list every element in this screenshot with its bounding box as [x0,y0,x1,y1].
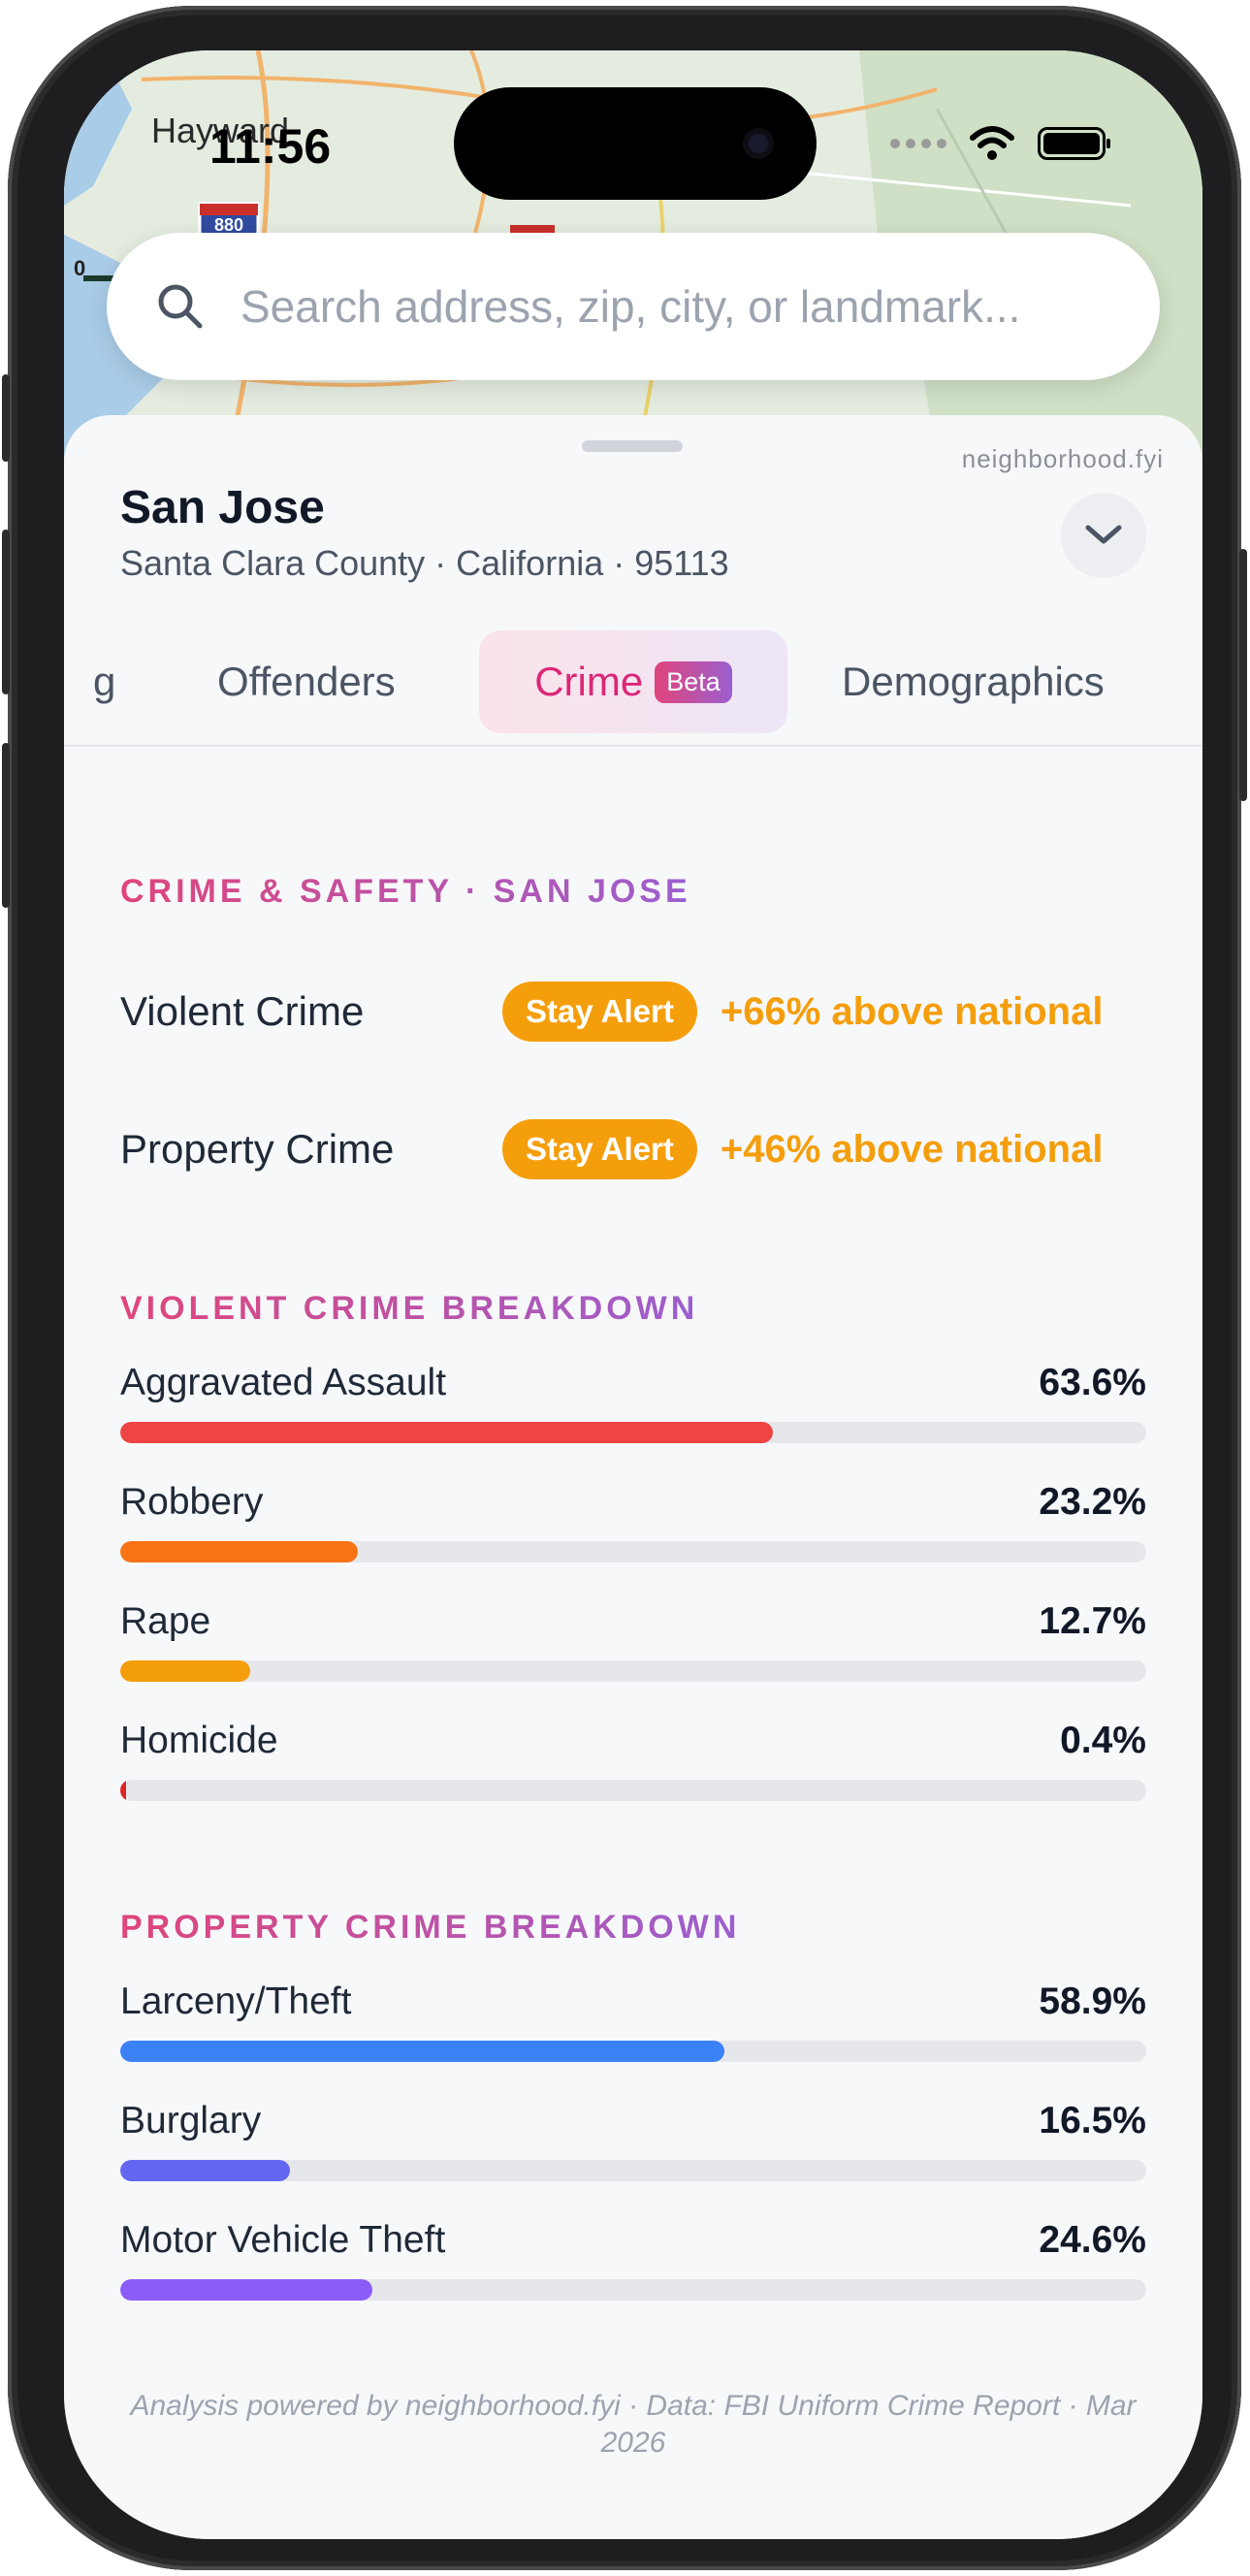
section-title-property-breakdown: PROPERTY CRIME BREAKDOWN [120,1909,741,1946]
location-subtitle: Santa Clara County · California · 95113 [120,543,729,583]
summary-row-violent: Violent Crime Stay Alert +66% above nati… [120,978,1146,1046]
breakdown-label: Robbery [120,1481,264,1523]
breakdown-row: Robbery 23.2% [120,1481,1146,1578]
progress-track [120,1541,1146,1562]
dynamic-island [454,87,817,200]
summary-row-property: Property Crime Stay Alert +46% above nat… [120,1115,1146,1183]
status-time: 11:56 [209,119,332,174]
summary-label: Violent Crime [120,988,365,1034]
tab-demographics[interactable]: Demographics [842,659,1105,704]
progress-track [120,1780,1146,1801]
breakdown-value: 12.7% [1039,1600,1146,1642]
chevron-down-icon [1085,525,1122,544]
city-title: San Jose [120,482,325,533]
phone-frame: Hayward 0 880 11:56 [2,6,1247,2570]
tab-partial[interactable]: g [93,659,116,704]
progress-track [120,1660,1146,1682]
progress-track [120,2160,1146,2181]
camera-icon [743,128,774,159]
highway-number: 880 [213,215,244,235]
breakdown-label: Larceny/Theft [120,1980,352,2022]
breakdown-value: 63.6% [1039,1362,1146,1403]
mute-switch [2,374,10,462]
progress-fill [120,1541,359,1562]
progress-track [120,1422,1146,1443]
beta-badge: Beta [655,660,732,703]
details-sheet: neighborhood.fyi San Jose Santa Clara Co… [64,415,1202,2539]
tab-offenders[interactable]: Offenders [217,659,396,704]
section-title-violent-breakdown: VIOLENT CRIME BREAKDOWN [120,1290,699,1327]
breakdown-value: 23.2% [1039,1481,1146,1523]
search-bar[interactable] [107,233,1160,380]
breakdown-row: Burglary 16.5% [120,2100,1146,2197]
breakdown-row: Homicide 0.4% [120,1720,1146,1817]
progress-fill [120,2279,373,2301]
search-icon [158,284,203,329]
tab-crime-label: Crime [534,659,644,704]
progress-fill [120,1660,251,1682]
progress-track [120,2279,1146,2301]
progress-fill [120,2160,290,2181]
tab-crime[interactable]: Crime Beta [479,630,787,733]
search-input[interactable] [240,280,1094,333]
progress-track [120,2041,1146,2062]
volume-down-button [2,743,10,908]
status-badge: Stay Alert [502,982,697,1042]
breakdown-label: Homicide [120,1720,278,1761]
progress-fill [120,1780,127,1801]
breakdown-label: Rape [120,1600,211,1642]
tab-bar: g Offenders Crime Beta Demographics [64,630,1202,747]
summary-label: Property Crime [120,1126,395,1172]
progress-fill [120,1422,773,1443]
breakdown-row: Larceny/Theft 58.9% [120,1980,1146,2077]
breakdown-value: 58.9% [1039,1980,1146,2022]
map-place-label: Hayward [151,111,290,150]
breakdown-row: Rape 12.7% [120,1600,1146,1697]
breakdown-label: Burglary [120,2100,262,2141]
brand-label: neighborhood.fyi [961,444,1164,473]
breakdown-value: 0.4% [1060,1720,1146,1761]
breakdown-row: Motor Vehicle Theft 24.6% [120,2219,1146,2316]
summary-delta: +46% above national [720,1127,1104,1171]
summary-delta: +66% above national [720,989,1104,1033]
power-button [1239,549,1247,801]
status-icons [890,126,1110,161]
battery-icon [1038,127,1110,160]
collapse-button[interactable] [1061,493,1146,578]
breakdown-value: 24.6% [1039,2219,1146,2261]
screen: Hayward 0 880 11:56 [64,50,1202,2539]
footer-attribution: Analysis powered by neighborhood.fyi · D… [130,2390,1137,2459]
breakdown-row: Aggravated Assault 63.6% [120,1362,1146,1459]
wifi-icon [970,126,1014,160]
progress-fill [120,2041,725,2062]
section-title-crime-safety: CRIME & SAFETY · SAN JOSE [120,873,691,910]
breakdown-value: 16.5% [1039,2100,1146,2141]
status-badge: Stay Alert [502,1119,697,1179]
breakdown-label: Motor Vehicle Theft [120,2219,446,2261]
breakdown-label: Aggravated Assault [120,1362,447,1403]
signal-icon [890,139,946,148]
map-scale-label: 0 [74,256,86,280]
sheet-drag-handle[interactable] [582,440,683,452]
volume-up-button [2,530,10,694]
